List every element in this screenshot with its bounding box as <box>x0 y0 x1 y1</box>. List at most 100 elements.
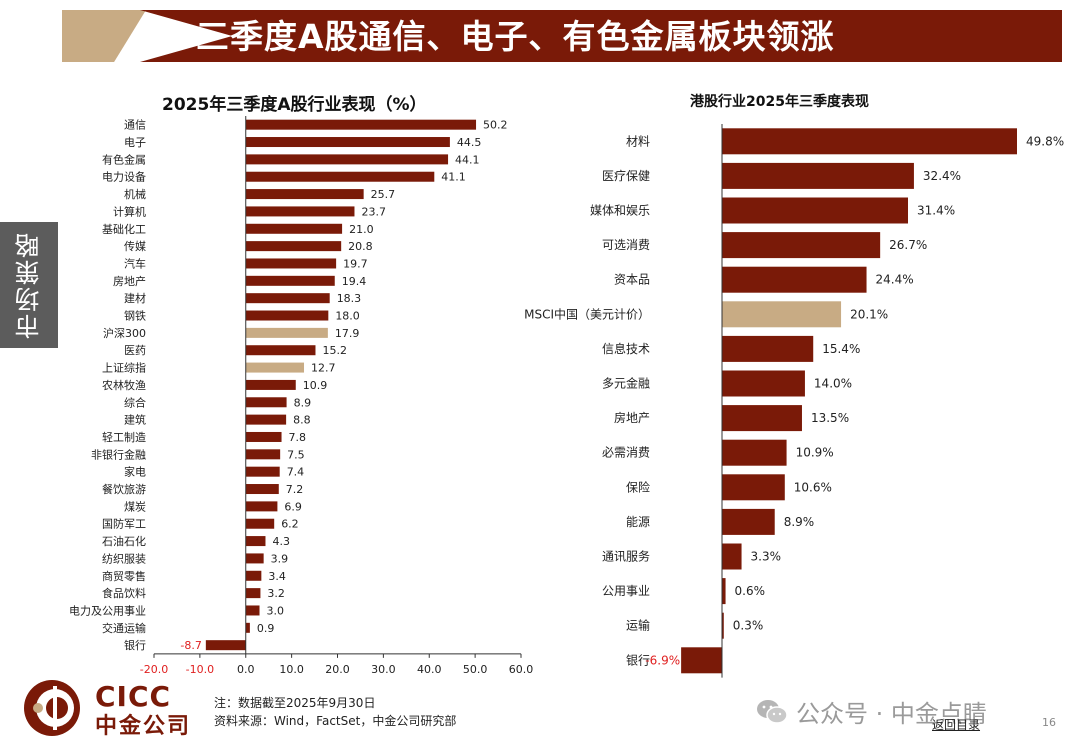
bar-0 <box>245 119 477 130</box>
bar-4 <box>722 266 867 293</box>
x-tick-label: 0.0 <box>237 663 255 676</box>
category-label: 医药 <box>124 344 146 357</box>
category-label: 上证综指 <box>102 361 146 375</box>
category-label: 电力设备 <box>102 170 146 184</box>
x-tick-label: 40.0 <box>417 663 442 676</box>
category-label: 食品饮料 <box>102 586 146 600</box>
value-label: 50.2 <box>483 119 508 132</box>
value-label: 6.9 <box>284 500 302 513</box>
watermark-text: 公众号 · 中金点睛 <box>796 700 987 728</box>
bar-14 <box>722 612 724 639</box>
category-label: 房地产 <box>113 274 146 288</box>
bar-11 <box>722 508 775 535</box>
value-label: 7.5 <box>287 448 305 461</box>
bar-7 <box>722 370 805 397</box>
bar-13 <box>722 578 726 605</box>
value-label: 20.8 <box>348 240 373 253</box>
category-label: 公用事业 <box>602 584 650 598</box>
header-banner <box>140 10 1062 62</box>
bar-12 <box>722 543 742 570</box>
category-label: 轻工制造 <box>102 430 146 444</box>
watermark: 公众号 · 中金点睛 <box>756 694 987 729</box>
category-label: 房地产 <box>614 410 650 425</box>
category-label: 商贸零售 <box>102 569 146 583</box>
value-label: 20.1% <box>850 307 888 321</box>
category-label: 通信 <box>124 119 146 132</box>
category-label: 汽车 <box>124 256 146 270</box>
bar-15 <box>245 379 296 390</box>
bar-24 <box>245 536 266 547</box>
value-label: 10.6% <box>794 480 832 494</box>
value-label: 3.4 <box>268 570 286 583</box>
category-label: 计算机 <box>113 204 146 218</box>
side-section-tab[interactable]: 市场策略 <box>0 222 58 348</box>
page-title: 三季度A股通信、电子、有色金属板块领涨 <box>196 17 835 56</box>
bar-7 <box>245 241 342 252</box>
bar-5 <box>245 206 355 217</box>
category-label: 保险 <box>626 479 650 494</box>
logo-text-cn: 中金公司 <box>95 714 192 739</box>
back-to-contents-link[interactable]: 返回目录 <box>932 718 981 732</box>
source-note: 资料来源：Wind，FactSet，中金公司研究部 <box>214 714 457 728</box>
category-label: 建筑 <box>124 413 146 427</box>
bar-30 <box>205 640 246 651</box>
bar-22 <box>245 501 278 512</box>
category-label: 机械 <box>124 187 146 201</box>
bar-5 <box>722 301 842 328</box>
value-label: 49.8% <box>1026 134 1064 148</box>
value-label: 3.9 <box>271 552 289 565</box>
value-label: 44.1 <box>455 153 480 166</box>
value-label: 7.2 <box>286 483 304 496</box>
bar-29 <box>245 622 250 633</box>
bar-9 <box>722 439 787 466</box>
x-tick-label: 60.0 <box>509 663 534 676</box>
value-label: 24.4% <box>876 273 914 287</box>
category-label: 信息技术 <box>602 341 650 356</box>
category-label: 交通运输 <box>102 621 146 635</box>
category-label: 可选消费 <box>602 238 650 252</box>
x-tick-label: 10.0 <box>279 663 304 676</box>
bar-23 <box>245 518 275 529</box>
logo-text-en: CICC <box>95 680 172 713</box>
category-label: 银行 <box>124 638 146 652</box>
value-label: 8.8 <box>293 414 311 427</box>
bar-3 <box>722 232 881 259</box>
bar-16 <box>245 397 287 408</box>
a-share-industry-bar-chart: 通信 50.2 电子 44.5 有色金属 44.1 电力设备 41.1 机械 25.7 计算机 23.… <box>69 116 534 676</box>
value-label: 8.9% <box>784 515 815 529</box>
category-label: 基础化工 <box>102 222 146 236</box>
category-label: 运输 <box>626 618 650 633</box>
value-label: 25.7 <box>371 188 396 201</box>
category-label: 必需消费 <box>602 446 650 460</box>
value-label: 3.0 <box>267 604 285 617</box>
bar-0 <box>722 128 1017 155</box>
bar-27 <box>245 588 261 599</box>
footnote: 注：数据截至2025年9月30日 <box>214 696 376 710</box>
category-label: 银行 <box>626 653 650 667</box>
bar-1 <box>245 137 450 148</box>
value-label: 3.2 <box>267 587 285 600</box>
category-label: 电子 <box>124 136 146 149</box>
category-label: 电力及公用事业 <box>69 604 146 617</box>
x-tick-label: -20.0 <box>140 663 168 676</box>
bar-26 <box>245 570 262 581</box>
category-label: 建材 <box>124 291 146 305</box>
value-label: 32.4% <box>923 169 961 183</box>
category-label: 传媒 <box>124 240 146 253</box>
category-label: 煤炭 <box>124 500 146 513</box>
category-label: 非银行金融 <box>91 447 146 461</box>
bar-8 <box>245 258 337 269</box>
bar-3 <box>245 171 435 182</box>
bar-10 <box>722 474 785 501</box>
category-label: 餐饮旅游 <box>102 482 146 496</box>
category-label: 石油石化 <box>102 534 146 548</box>
value-label: 10.9 <box>303 379 328 392</box>
bar-6 <box>245 223 343 234</box>
bar-15 <box>681 647 722 674</box>
value-label: 7.8 <box>289 431 307 444</box>
category-label: 医疗保健 <box>602 169 650 183</box>
bar-19 <box>245 449 281 460</box>
cicc-logo-icon <box>24 680 80 736</box>
category-label: 农林牧渔 <box>102 378 146 392</box>
value-label: 0.3% <box>733 619 764 633</box>
